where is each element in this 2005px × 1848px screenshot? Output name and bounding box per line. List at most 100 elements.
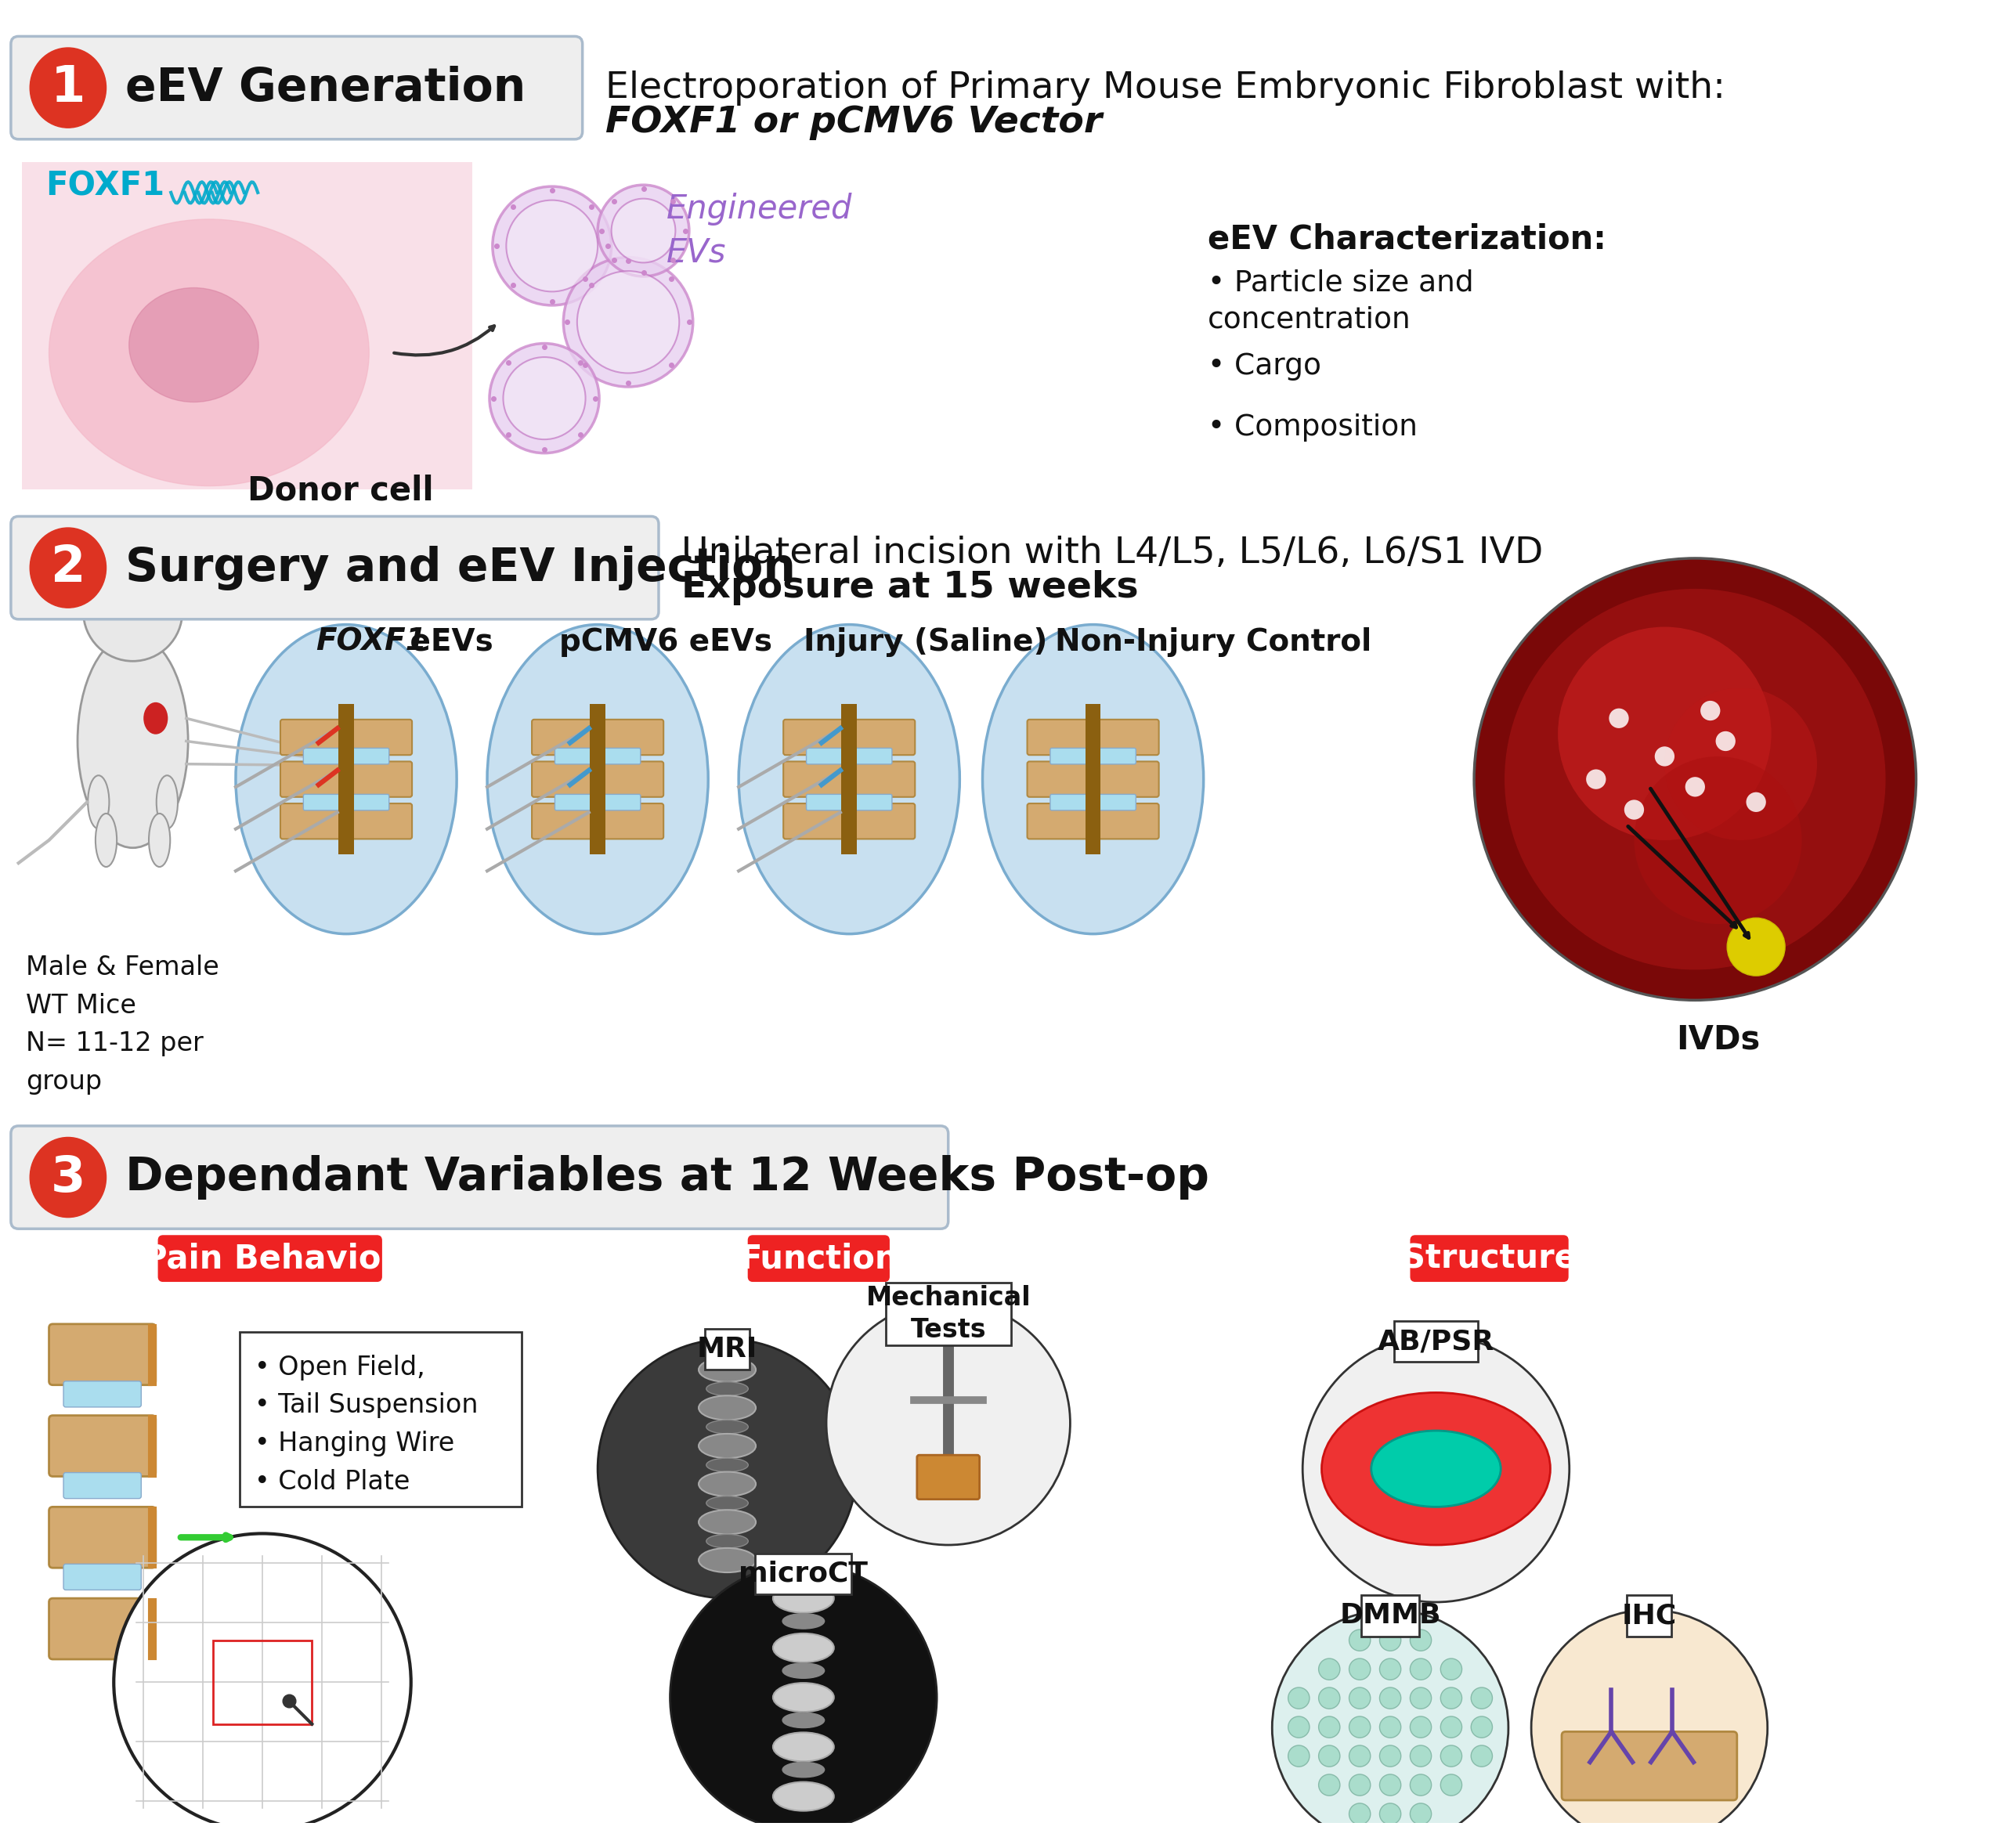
Circle shape xyxy=(1440,1658,1462,1680)
Text: • Composition: • Composition xyxy=(1207,414,1418,442)
Circle shape xyxy=(1440,1745,1462,1767)
FancyBboxPatch shape xyxy=(48,1506,156,1567)
FancyBboxPatch shape xyxy=(806,748,892,765)
Circle shape xyxy=(80,549,124,591)
Ellipse shape xyxy=(1371,1430,1502,1506)
Text: Exposure at 15 weeks: Exposure at 15 weeks xyxy=(682,569,1139,604)
Ellipse shape xyxy=(738,625,960,933)
Circle shape xyxy=(1349,1658,1371,1680)
Text: pCMV6 eEVs: pCMV6 eEVs xyxy=(559,626,772,656)
Circle shape xyxy=(1319,1774,1339,1796)
Ellipse shape xyxy=(698,1510,756,1534)
FancyBboxPatch shape xyxy=(1051,795,1137,809)
Ellipse shape xyxy=(30,1137,106,1218)
Text: • Tail Suspension: • Tail Suspension xyxy=(255,1393,479,1419)
Text: 3: 3 xyxy=(50,1153,86,1201)
Circle shape xyxy=(1410,1745,1432,1767)
Text: Donor cell: Donor cell xyxy=(247,475,433,508)
FancyBboxPatch shape xyxy=(886,1283,1011,1345)
Circle shape xyxy=(1379,1687,1401,1709)
Text: • Particle size and
concentration: • Particle size and concentration xyxy=(1207,268,1474,334)
Ellipse shape xyxy=(698,1358,756,1382)
Ellipse shape xyxy=(148,813,170,867)
Text: • Hanging Wire: • Hanging Wire xyxy=(255,1430,455,1456)
Ellipse shape xyxy=(698,1395,756,1419)
Text: eEV Characterization:: eEV Characterization: xyxy=(1207,224,1606,255)
Text: DMMB: DMMB xyxy=(1339,1602,1442,1630)
Text: • Cargo: • Cargo xyxy=(1207,353,1321,381)
Circle shape xyxy=(1746,793,1766,811)
Text: Function: Function xyxy=(740,1242,898,1275)
Circle shape xyxy=(1440,1717,1462,1737)
FancyBboxPatch shape xyxy=(10,37,581,139)
Circle shape xyxy=(1319,1717,1339,1737)
FancyBboxPatch shape xyxy=(48,1599,156,1660)
Text: Male & Female
WT Mice
N= 11-12 per
group: Male & Female WT Mice N= 11-12 per group xyxy=(26,954,219,1094)
Ellipse shape xyxy=(706,1382,748,1395)
FancyBboxPatch shape xyxy=(281,804,411,839)
Circle shape xyxy=(1440,1687,1462,1709)
Ellipse shape xyxy=(982,625,1203,933)
FancyBboxPatch shape xyxy=(706,1329,750,1369)
FancyBboxPatch shape xyxy=(784,761,914,796)
Circle shape xyxy=(1287,1745,1309,1767)
Circle shape xyxy=(1379,1804,1401,1824)
Text: Electroporation of Primary Mouse Embryonic Fibroblast with:: Electroporation of Primary Mouse Embryon… xyxy=(606,70,1724,105)
Text: microCT: microCT xyxy=(738,1560,868,1587)
Circle shape xyxy=(1684,776,1704,796)
FancyBboxPatch shape xyxy=(531,719,664,756)
Circle shape xyxy=(1410,1630,1432,1650)
Circle shape xyxy=(493,187,612,305)
Circle shape xyxy=(1271,1610,1508,1846)
FancyBboxPatch shape xyxy=(1562,1732,1736,1800)
Circle shape xyxy=(563,257,694,386)
Circle shape xyxy=(577,272,680,373)
Circle shape xyxy=(1379,1658,1401,1680)
FancyBboxPatch shape xyxy=(339,704,353,854)
Circle shape xyxy=(1349,1630,1371,1650)
Circle shape xyxy=(1474,558,1917,1000)
Ellipse shape xyxy=(706,1534,748,1549)
FancyBboxPatch shape xyxy=(303,795,389,809)
Circle shape xyxy=(1349,1687,1371,1709)
Circle shape xyxy=(1379,1717,1401,1737)
FancyBboxPatch shape xyxy=(64,1563,140,1589)
Circle shape xyxy=(597,1340,856,1599)
FancyBboxPatch shape xyxy=(1361,1595,1420,1635)
Circle shape xyxy=(1410,1717,1432,1737)
Circle shape xyxy=(114,1534,411,1831)
Circle shape xyxy=(1349,1774,1371,1796)
FancyBboxPatch shape xyxy=(1412,1236,1568,1281)
FancyBboxPatch shape xyxy=(281,719,411,756)
Text: • Cold Plate: • Cold Plate xyxy=(255,1469,411,1495)
Ellipse shape xyxy=(30,48,106,128)
Circle shape xyxy=(1410,1687,1432,1709)
Text: • Open Field,: • Open Field, xyxy=(255,1355,425,1380)
FancyBboxPatch shape xyxy=(10,1125,948,1229)
Circle shape xyxy=(1586,769,1606,789)
Ellipse shape xyxy=(782,1663,824,1678)
Circle shape xyxy=(1472,1745,1492,1767)
Ellipse shape xyxy=(237,625,457,933)
Circle shape xyxy=(1716,732,1736,750)
Circle shape xyxy=(1654,747,1674,767)
Circle shape xyxy=(1379,1745,1401,1767)
FancyBboxPatch shape xyxy=(555,795,640,809)
Text: Injury (Saline): Injury (Saline) xyxy=(804,626,1047,656)
Circle shape xyxy=(1634,756,1802,924)
Ellipse shape xyxy=(774,1634,834,1663)
Circle shape xyxy=(1472,1717,1492,1737)
Text: Surgery and eEV Injection: Surgery and eEV Injection xyxy=(124,545,796,590)
Text: 1: 1 xyxy=(50,63,86,113)
FancyBboxPatch shape xyxy=(531,804,664,839)
Circle shape xyxy=(1410,1658,1432,1680)
FancyBboxPatch shape xyxy=(1027,719,1159,756)
Text: IVDs: IVDs xyxy=(1676,1024,1760,1055)
Circle shape xyxy=(1608,708,1628,728)
FancyBboxPatch shape xyxy=(281,761,411,796)
Circle shape xyxy=(1532,1610,1768,1846)
Ellipse shape xyxy=(782,1763,824,1778)
Bar xyxy=(213,1641,313,1724)
Ellipse shape xyxy=(774,1732,834,1761)
FancyBboxPatch shape xyxy=(64,1473,140,1499)
